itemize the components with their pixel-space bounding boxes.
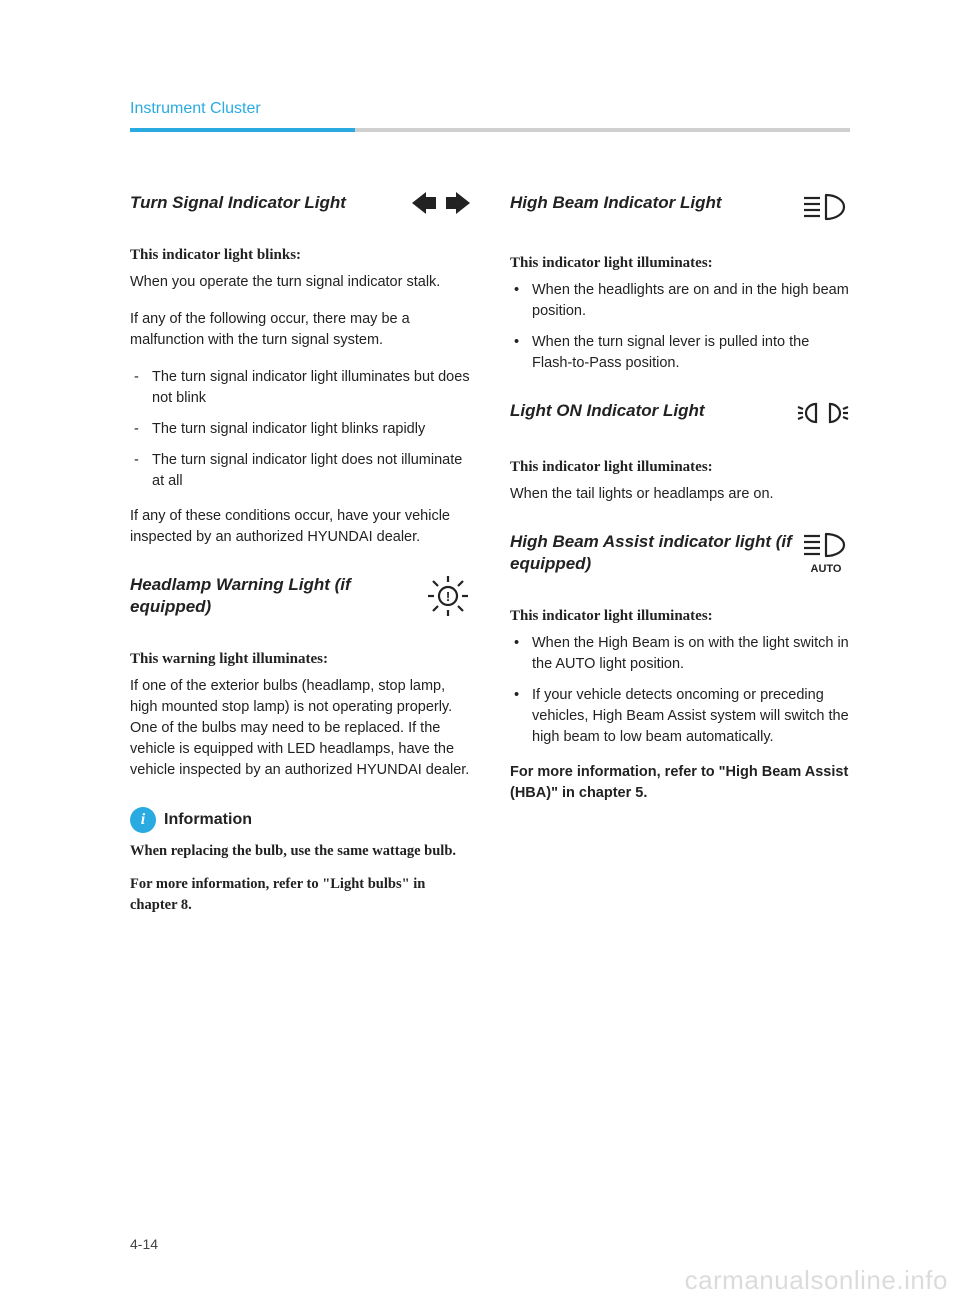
section-light-on: Light ON Indicator Light [510,400,850,505]
header-rule [130,128,850,132]
content-columns: Turn Signal Indicator Light This indicat… [130,192,850,942]
list-item: When the headlights are on and in the hi… [510,280,850,322]
section-headlamp-warning: Headlamp Warning Light (if equipped) [130,574,470,781]
lead-text: This indicator light illuminates: [510,608,850,625]
lead-text: This indicator light illuminates: [510,255,850,272]
info-body: For more information, refer to "Light bu… [130,874,470,916]
lead-text: This indicator light illuminates: [510,459,850,476]
dash-list: The turn signal indicator light illumina… [130,367,470,492]
body-text: If any of these conditions occur, have y… [130,506,470,548]
heading-text: Turn Signal Indicator Light [130,192,346,214]
section-turn-signal: Turn Signal Indicator Light This indicat… [130,192,470,548]
list-item: The turn signal indicator light does not… [130,450,470,492]
section-high-beam: High Beam Indicator Light This indicator… [510,192,850,374]
right-column: High Beam Indicator Light This indicator… [510,192,850,942]
heading-text: Light ON Indicator Light [510,400,705,422]
info-badge-icon: i [130,807,156,833]
section-heading: Turn Signal Indicator Light [130,192,470,219]
watermark: carmanualsonline.info [685,1265,948,1296]
info-label: Information [164,811,252,829]
section-heading: High Beam Assist indicator light (if equ… [510,531,850,580]
section-heading: Headlamp Warning Light (if equipped) [130,574,470,623]
list-item: When the turn signal lever is pulled int… [510,332,850,374]
high-beam-icon [802,192,850,227]
body-text: When the tail lights or headlamps are on… [510,484,850,505]
bullet-list: When the headlights are on and in the hi… [510,280,850,374]
page-number: 4-14 [130,1236,158,1252]
list-item: When the High Beam is on with the light … [510,633,850,675]
body-text: When you operate the turn signal indicat… [130,272,470,293]
bold-note: For more information, refer to "High Bea… [510,762,850,804]
headlamp-warning-icon: ! [426,574,470,623]
list-item: The turn signal indicator light illumina… [130,367,470,409]
heading-text: High Beam Indicator Light [510,192,722,214]
info-heading-row: i Information [130,807,470,833]
lead-text: This indicator light blinks: [130,247,470,264]
high-beam-assist-icon: AUTO [802,531,850,580]
heading-text: Headlamp Warning Light (if equipped) [130,574,416,618]
svg-text:AUTO: AUTO [811,563,842,575]
section-heading: Light ON Indicator Light [510,400,850,431]
bullet-list: When the High Beam is on with the light … [510,633,850,748]
section-heading: High Beam Indicator Light [510,192,850,227]
body-text: If any of the following occur, there may… [130,309,470,351]
lead-text: This warning light illuminates: [130,651,470,668]
info-body: When replacing the bulb, use the same wa… [130,841,470,862]
light-on-icon [796,400,850,431]
section-high-beam-assist: High Beam Assist indicator light (if equ… [510,531,850,804]
list-item: If your vehicle detects oncoming or prec… [510,685,850,748]
body-text: If one of the exterior bulbs (headlamp, … [130,676,470,781]
heading-text: High Beam Assist indicator light (if equ… [510,531,792,575]
list-item: The turn signal indicator light blinks r… [130,419,470,440]
svg-text:!: ! [446,589,450,604]
header-title: Instrument Cluster [130,100,850,118]
page-header: Instrument Cluster [130,100,850,132]
section-information: i Information When replacing the bulb, u… [130,807,470,916]
turn-signal-arrows-icon [412,192,470,219]
left-column: Turn Signal Indicator Light This indicat… [130,192,470,942]
